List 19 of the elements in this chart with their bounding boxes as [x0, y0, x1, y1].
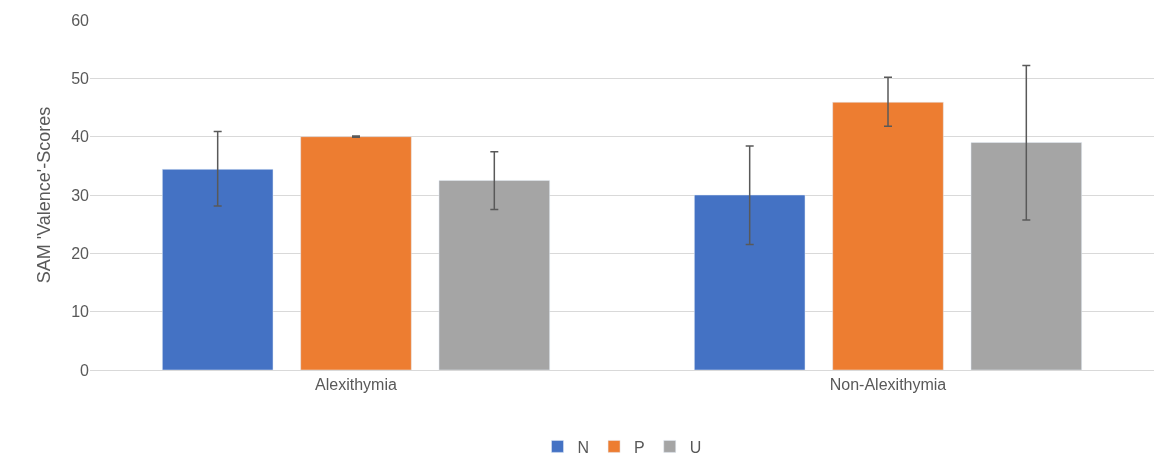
x-tick-label: Non-Alexithymia — [829, 376, 947, 394]
bar — [694, 194, 806, 370]
y-tick-label: 30 — [71, 186, 90, 204]
y-axis-title: SAM 'Valence'-Scores — [34, 106, 55, 284]
y-tick-label: 0 — [80, 361, 90, 379]
bar — [162, 169, 274, 370]
bar — [832, 102, 944, 370]
y-tick-label: 10 — [71, 303, 90, 321]
y-tick-label: 40 — [71, 128, 90, 146]
bar — [438, 180, 550, 370]
y-tick-label: 60 — [71, 11, 90, 29]
bar — [970, 142, 1082, 370]
x-tick-label: Alexithymia — [315, 376, 397, 394]
legend-label: N — [577, 438, 590, 456]
legend-label: P — [634, 438, 645, 456]
y-tick-label: 20 — [71, 244, 90, 262]
y-tick-label: 50 — [71, 69, 90, 87]
legend-label: U — [689, 438, 702, 456]
bar — [300, 136, 412, 370]
